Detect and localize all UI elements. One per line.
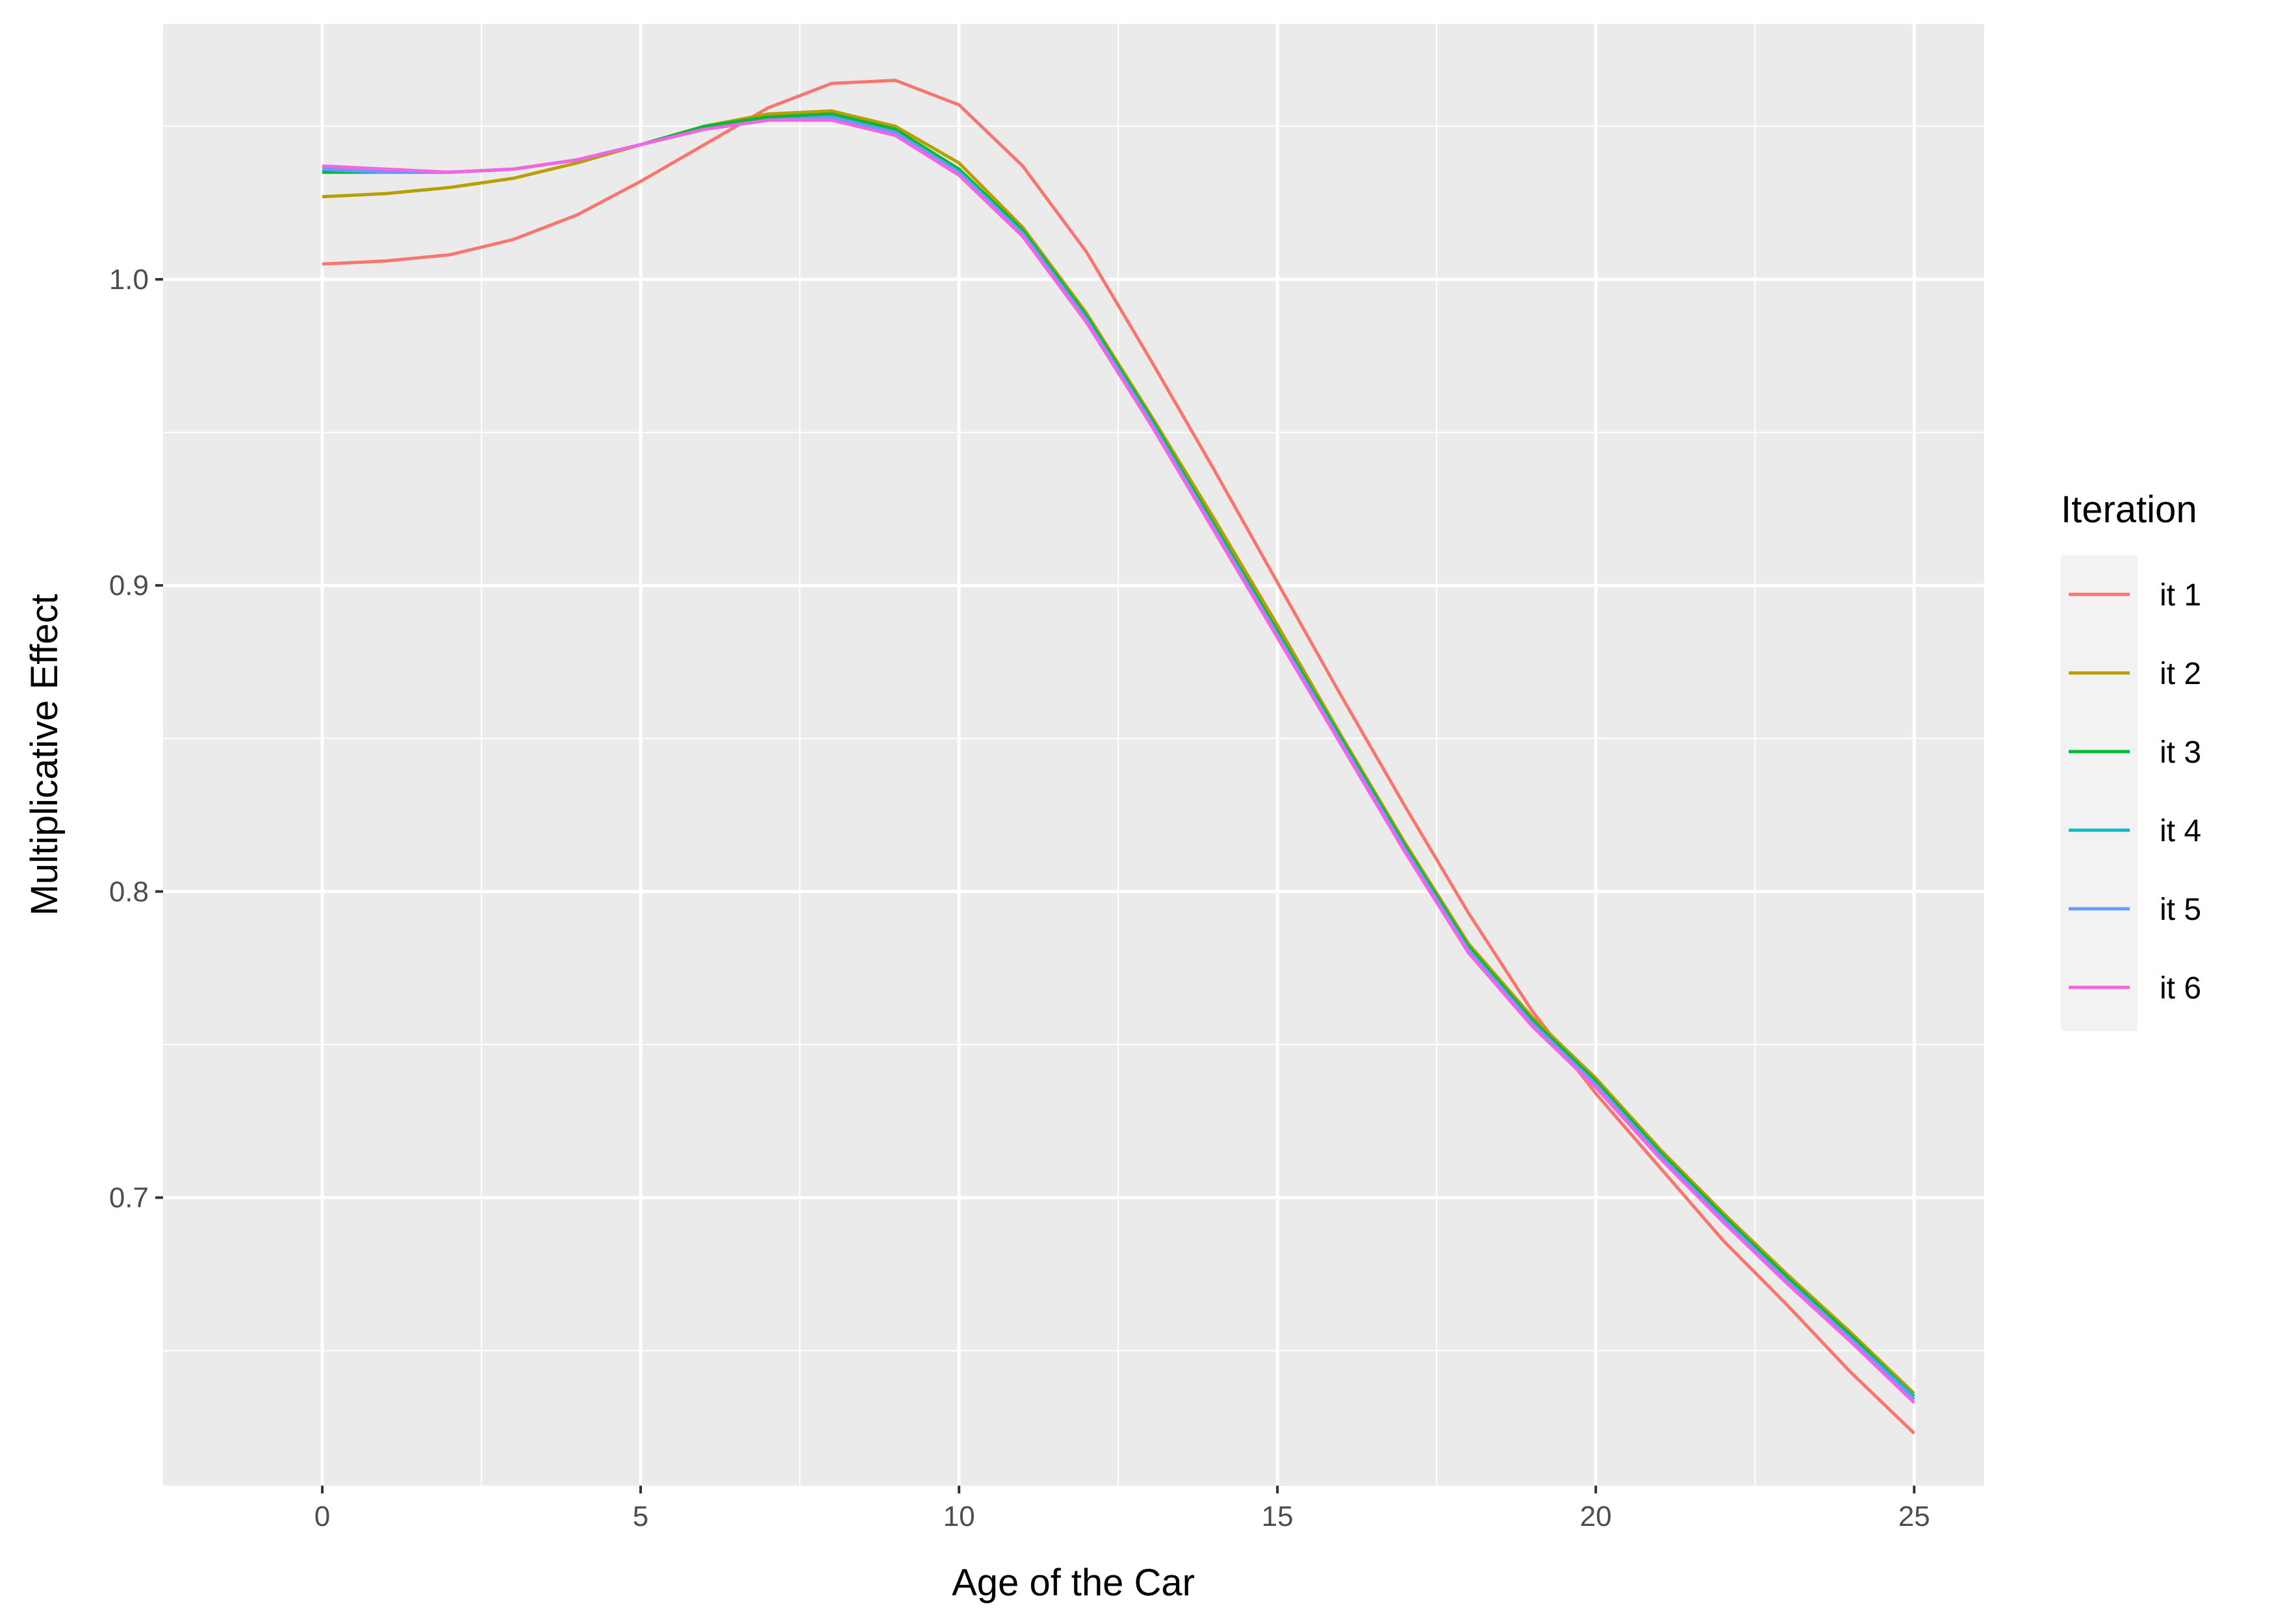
- y-tick-label: 0.7: [109, 1182, 149, 1214]
- series-line-it-6: [322, 118, 1915, 1404]
- legend-label-it-2: it 2: [2160, 657, 2201, 691]
- legend: Iteration it 1 it 2 it 3 it 4 it 5 it 6: [2061, 488, 2201, 1031]
- y-tick-label: 0.8: [109, 876, 149, 907]
- x-tick-label: 25: [1898, 1501, 1930, 1532]
- x-tick-label: 15: [1262, 1501, 1294, 1532]
- legend-label-it-1: it 1: [2160, 578, 2201, 613]
- x-tick-label: 5: [633, 1501, 648, 1532]
- series-lines: [322, 79, 1915, 1435]
- legend-label-it-5: it 5: [2160, 893, 2201, 927]
- panel-background: [163, 24, 1984, 1486]
- x-tick-label: 10: [943, 1501, 975, 1532]
- y-axis: 0.7 0.8 0.9 1.0: [109, 264, 163, 1214]
- x-axis-title: Age of the Car: [952, 1562, 1195, 1604]
- legend-items: it 1 it 2 it 3 it 4 it 5 it 6: [2069, 578, 2201, 1006]
- legend-label-it-6: it 6: [2160, 971, 2201, 1006]
- legend-label-it-4: it 4: [2160, 814, 2201, 848]
- grid-major: [163, 24, 1984, 1486]
- y-tick-label: 0.9: [109, 570, 149, 602]
- y-tick-label: 1.0: [109, 264, 149, 296]
- legend-key-background: [2061, 555, 2138, 1031]
- x-tick-label: 0: [314, 1501, 330, 1532]
- legend-title: Iteration: [2061, 488, 2197, 531]
- series-line-it-1: [322, 79, 1915, 1435]
- y-axis-title: Multiplicative Effect: [23, 594, 66, 915]
- series-line-it-2: [322, 109, 1915, 1395]
- legend-label-it-3: it 3: [2160, 735, 2201, 770]
- x-axis: 0 5 10 15 20 25: [314, 1486, 1930, 1532]
- x-tick-label: 20: [1580, 1501, 1612, 1532]
